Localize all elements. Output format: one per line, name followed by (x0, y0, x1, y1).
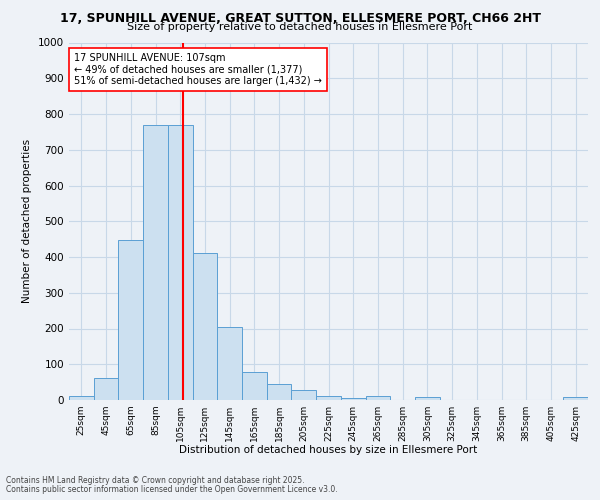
Bar (563, 398, 588, 400)
Text: Size of property relative to detached houses in Ellesmere Port: Size of property relative to detached ho… (127, 22, 473, 32)
Bar (193, 254, 217, 400)
Bar (242, 372, 267, 400)
Bar (217, 326, 242, 400)
Y-axis label: Number of detached properties: Number of detached properties (22, 139, 32, 304)
Text: Contains HM Land Registry data © Crown copyright and database right 2025.: Contains HM Land Registry data © Crown c… (6, 476, 305, 485)
Bar (94, 378, 118, 400)
Bar (292, 390, 316, 400)
Text: Contains public sector information licensed under the Open Government Licence v3: Contains public sector information licen… (6, 485, 338, 494)
Bar (341, 398, 365, 400)
Bar (267, 384, 292, 400)
Text: 17, SPUNHILL AVENUE, GREAT SUTTON, ELLESMERE PORT, CH66 2HT: 17, SPUNHILL AVENUE, GREAT SUTTON, ELLES… (59, 12, 541, 26)
Bar (365, 396, 390, 400)
Text: 17 SPUNHILL AVENUE: 107sqm
← 49% of detached houses are smaller (1,377)
51% of s: 17 SPUNHILL AVENUE: 107sqm ← 49% of deta… (74, 53, 322, 86)
Bar (69, 396, 94, 400)
Bar (118, 240, 143, 400)
Bar (415, 398, 440, 400)
Bar (143, 124, 168, 400)
Bar (316, 396, 341, 400)
X-axis label: Distribution of detached houses by size in Ellesmere Port: Distribution of detached houses by size … (179, 446, 478, 456)
Bar (168, 124, 193, 400)
